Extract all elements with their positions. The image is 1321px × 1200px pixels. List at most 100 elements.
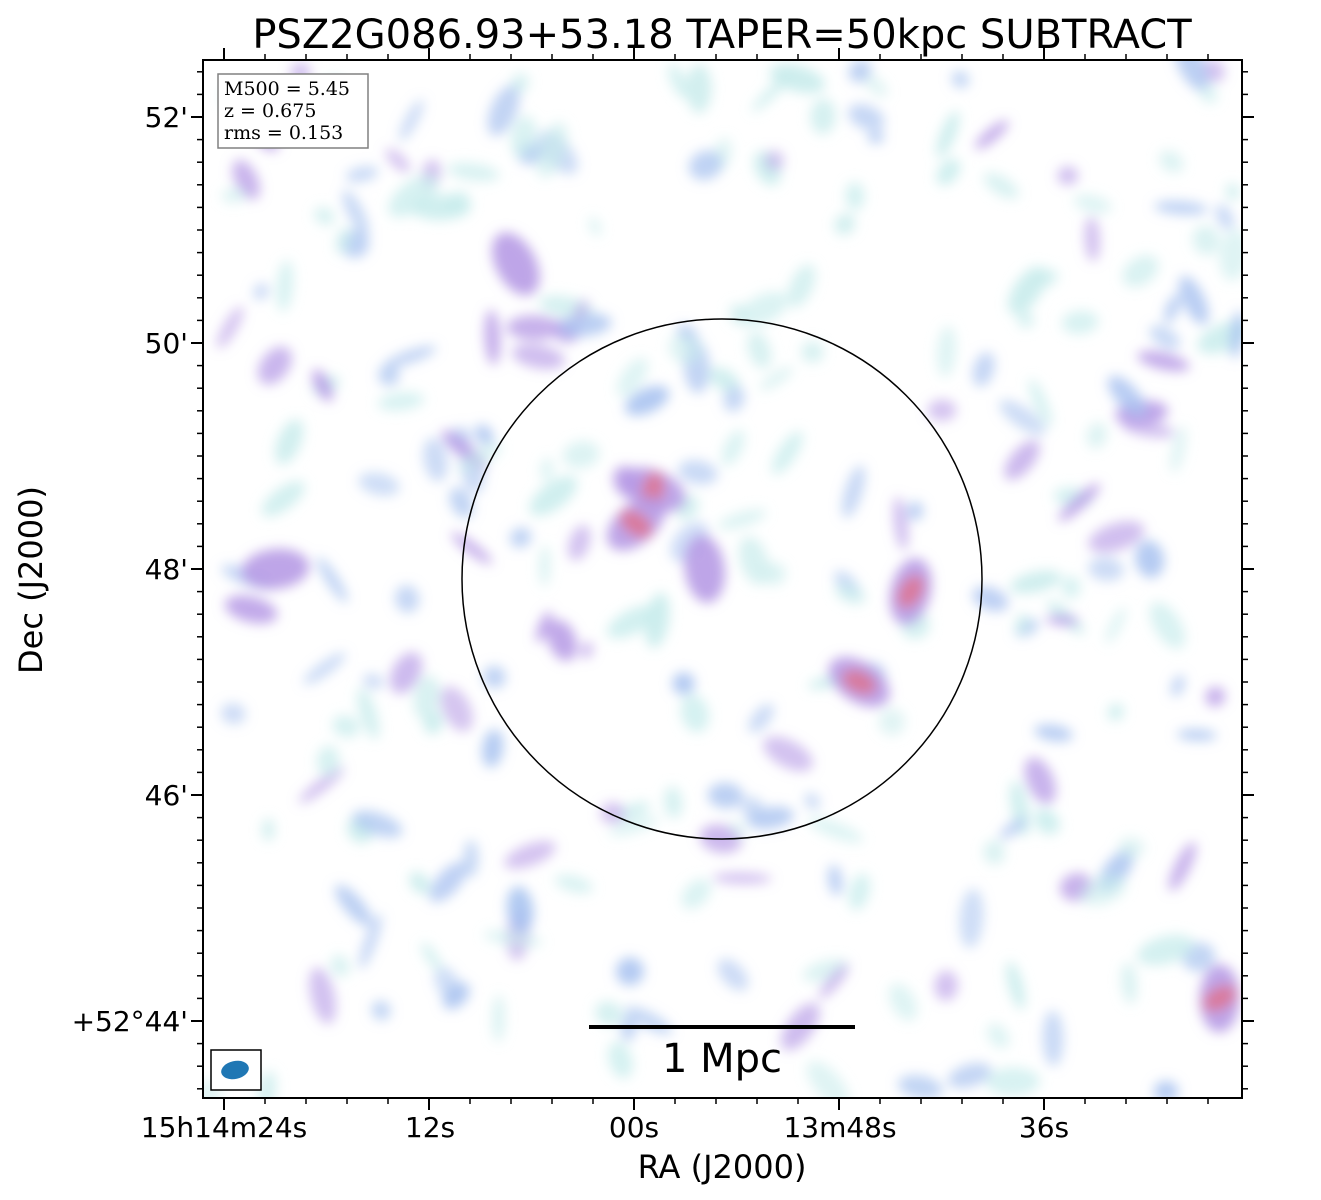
noise-patch xyxy=(804,792,820,810)
noise-patch xyxy=(759,366,793,391)
noise-patch xyxy=(487,85,520,136)
noise-patch xyxy=(867,130,885,144)
noise-patch xyxy=(573,299,589,321)
noise-patch xyxy=(316,557,348,603)
noise-patch xyxy=(848,60,872,83)
noise-patch xyxy=(810,98,836,135)
noise-patch xyxy=(276,260,294,312)
noise-patch xyxy=(399,99,424,142)
noise-patch xyxy=(298,767,345,804)
noise-patch xyxy=(668,64,689,99)
plot-frame xyxy=(202,59,1243,1099)
noise-patch xyxy=(262,818,275,842)
info-mass: M500 = 5.45 xyxy=(224,78,350,100)
y-tick-label: 52' xyxy=(145,101,188,134)
noise-patch xyxy=(1192,225,1220,256)
noise-patch xyxy=(1008,266,1047,315)
noise-patch xyxy=(1178,275,1209,325)
noise-patch xyxy=(357,687,380,740)
noise-patch xyxy=(484,309,501,366)
noise-patch xyxy=(1004,440,1040,480)
noise-patch xyxy=(999,817,1027,840)
noise-patch xyxy=(509,527,532,548)
noise-patch xyxy=(708,367,740,393)
noise-patch xyxy=(1057,166,1079,185)
scale-bar: 1 Mpc xyxy=(589,1025,855,1082)
beam-ellipse xyxy=(221,1060,249,1080)
noise-patch xyxy=(834,213,856,235)
noise-patch xyxy=(1006,961,1026,1010)
noise-patch xyxy=(1034,808,1058,825)
noise-patch xyxy=(1137,350,1190,372)
noise-patch xyxy=(421,942,442,971)
noise-patch xyxy=(385,148,411,173)
y-tick-label: 46' xyxy=(145,779,188,812)
noise-patch xyxy=(686,64,712,114)
noise-patch xyxy=(335,227,352,254)
noise-patch xyxy=(463,839,479,878)
noise-patch xyxy=(389,652,423,694)
noise-patch xyxy=(377,392,425,411)
noise-patch xyxy=(442,982,470,1010)
noise-patch xyxy=(678,460,718,485)
noise-patch xyxy=(413,675,440,720)
x-tick-labels: 15h14m24s 12s 00s 13m48s 36s xyxy=(141,1111,1069,1144)
noise-patch xyxy=(1122,255,1159,288)
noise-patch xyxy=(506,315,562,341)
noise-patch xyxy=(257,1070,277,1098)
noise-patch xyxy=(539,545,550,587)
noise-patch xyxy=(220,703,246,725)
noise-patch xyxy=(600,802,626,825)
noise-patch xyxy=(1107,703,1124,721)
noise-patch xyxy=(394,585,420,613)
noise-patch xyxy=(535,611,552,643)
noise-patch xyxy=(888,983,918,1021)
y-axis-label: Dec (J2000) xyxy=(12,486,50,674)
noise-patch xyxy=(1226,183,1240,201)
noise-patch xyxy=(385,345,437,368)
noise-patch xyxy=(893,496,909,551)
noise-patch xyxy=(362,673,384,689)
noise-patch xyxy=(559,313,612,337)
noise-patch xyxy=(1084,216,1100,262)
chart-title: PSZ2G086.93+53.18 TAPER=50kpc SUBTRACT xyxy=(252,12,1192,58)
noise-patch xyxy=(547,619,578,661)
x-axis-label: RA (J2000) xyxy=(638,1148,807,1186)
x-tick-label: 13m48s xyxy=(783,1111,896,1144)
noise-patch xyxy=(985,1067,1041,1096)
emission-peak xyxy=(1203,985,1237,1012)
noise-patch xyxy=(1016,311,1035,329)
noise-patch xyxy=(807,817,863,843)
r500-circle xyxy=(461,318,983,840)
noise-patch xyxy=(504,840,556,869)
noise-patch xyxy=(763,736,813,772)
noise-patch xyxy=(983,172,1019,200)
noise-patch xyxy=(834,582,866,605)
noise-patch xyxy=(764,150,785,171)
noise-patch xyxy=(712,872,772,884)
noise-patch xyxy=(986,1023,1010,1049)
noise-patch xyxy=(1149,325,1181,350)
noise-patch xyxy=(589,217,601,236)
noise-patch xyxy=(342,190,369,236)
noise-patch xyxy=(848,873,871,911)
noise-patch xyxy=(540,457,554,482)
noise-patch xyxy=(841,465,866,518)
y-axis xyxy=(191,71,1254,1090)
noise-patch xyxy=(429,861,467,903)
noise-patch xyxy=(999,399,1046,436)
noise-patch xyxy=(567,524,591,561)
noise-patch xyxy=(681,878,712,910)
y-tick-label: 48' xyxy=(145,553,188,586)
noise-patch xyxy=(1105,607,1126,644)
info-rms: rms = 0.153 xyxy=(224,122,343,144)
noise-patch xyxy=(609,816,660,836)
noise-patch xyxy=(672,672,695,695)
emission-blob xyxy=(241,548,310,590)
noise-patch xyxy=(506,886,534,933)
noise-patch xyxy=(1107,375,1147,417)
noise-patch xyxy=(975,120,1009,150)
noise-patch xyxy=(827,864,843,896)
noise-patch xyxy=(1024,757,1056,805)
